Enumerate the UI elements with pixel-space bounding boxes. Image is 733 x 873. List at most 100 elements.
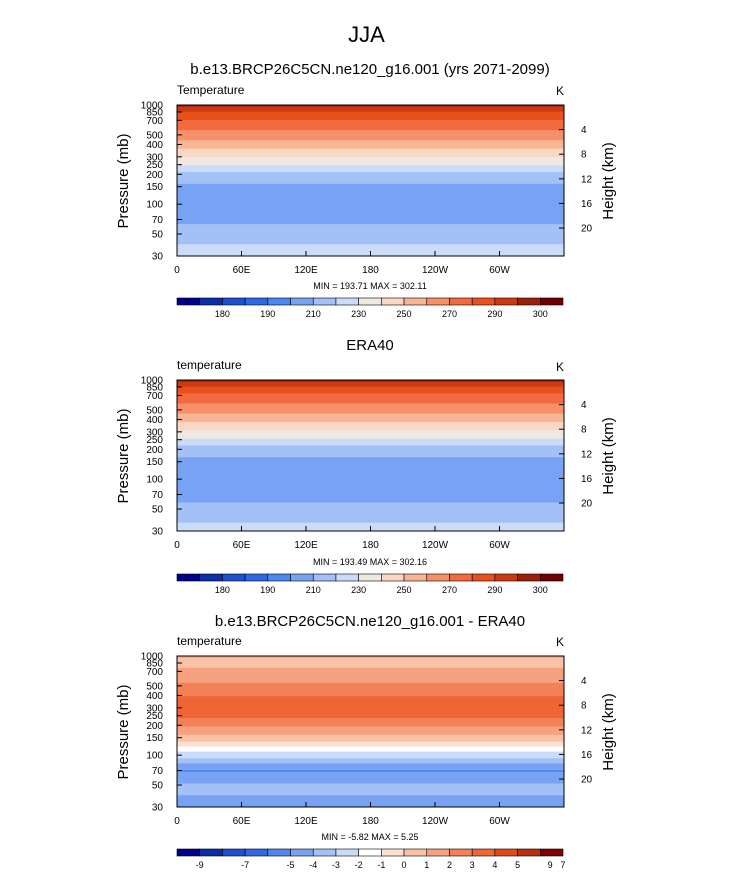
y-tick-label: 500: [146, 405, 163, 416]
y-tick-label: 700: [146, 116, 163, 127]
contour-band: [177, 773, 564, 776]
y-tick-label: 850: [146, 382, 163, 393]
contour-band: [177, 499, 564, 502]
contour-band: [177, 385, 564, 388]
y-tick-label: 250: [146, 160, 163, 171]
contour-band: [177, 193, 564, 197]
contour-band: [177, 200, 564, 203]
contour-band: [177, 212, 564, 215]
colorbar-swatch: [358, 573, 382, 582]
contour-band: [177, 657, 564, 660]
contour-band: [177, 187, 564, 190]
contour-band: [177, 708, 564, 711]
contour-band: [177, 760, 564, 763]
contour-band: [177, 140, 564, 143]
contour-band: [177, 165, 564, 168]
contour-band: [177, 138, 564, 141]
contour-band: [177, 692, 564, 696]
contour-band: [177, 520, 564, 524]
contour-band: [177, 656, 564, 659]
contour-band: [177, 492, 564, 495]
contour-band: [177, 477, 564, 480]
contour-band: [177, 190, 564, 193]
colorbar-swatch: [358, 848, 382, 857]
contour-band: [177, 519, 564, 522]
contour-band: [177, 155, 564, 158]
x-tick-label: 180: [362, 540, 379, 551]
colorbar-swatch: [222, 297, 246, 306]
contour-band: [177, 235, 564, 239]
contour-band: [177, 489, 564, 492]
units-label: K: [556, 84, 564, 98]
colorbar-swatch: [494, 573, 518, 582]
contour-band: [177, 736, 564, 739]
contour-band: [177, 207, 564, 210]
colorbar-swatch: [494, 297, 518, 306]
contour-band: [177, 433, 564, 436]
contour-band: [177, 666, 564, 669]
colorbar-swatch: [267, 848, 291, 857]
contour-band: [177, 215, 564, 219]
y-tick-label: 400: [146, 140, 163, 151]
contour-band: [177, 411, 564, 415]
panel-model: b.e13.BRCP26C5CN.ne120_g16.001 (yrs 2071…: [115, 61, 617, 319]
contour-band: [177, 457, 564, 460]
contour-band: [177, 748, 564, 751]
contour-band: [177, 679, 564, 682]
contour-band: [177, 671, 564, 674]
contour-band: [177, 426, 564, 430]
contour-band: [177, 758, 564, 761]
contour-band: [177, 145, 564, 148]
contour-band: [177, 524, 564, 527]
y-axis-label-right: Height (km): [600, 417, 617, 495]
contour-band: [177, 423, 564, 426]
contour-band: [177, 726, 564, 729]
colorbar-swatch: [449, 297, 473, 306]
colorbar-swatch: [403, 848, 428, 857]
y-tick-label: 700: [146, 667, 163, 678]
colorbar-swatch: [176, 573, 201, 582]
variable-label: Temperature: [177, 83, 245, 97]
contour-band: [177, 721, 564, 724]
y-tick-label: 50: [152, 781, 164, 792]
contour-band: [177, 425, 564, 428]
y-tick-label: 100: [146, 751, 163, 762]
contour-plot: [177, 105, 564, 256]
contour-band: [177, 120, 564, 123]
contour-band: [177, 696, 564, 699]
colorbar-label: 4: [492, 860, 497, 870]
contour-band: [177, 440, 564, 443]
contour-band: [177, 669, 564, 672]
x-tick-label: 120W: [422, 816, 449, 827]
colorbar-swatch: [176, 297, 201, 306]
contour-band: [177, 718, 564, 721]
panel-difference: b.e13.BRCP26C5CN.ne120_g16.001 - ERA40 t…: [115, 613, 617, 870]
contour-band: [177, 711, 564, 714]
contour-band: [177, 447, 564, 450]
contour-band: [177, 749, 564, 753]
colorbar: -9 -7 -5 -4 -3 -2 -1 0 1 2 3 4 5 79: [176, 848, 566, 870]
contour-band: [177, 510, 564, 514]
main-title: JJA: [348, 22, 385, 47]
colorbar-label: 230: [351, 585, 366, 595]
contour-band: [177, 790, 564, 793]
contour-band: [177, 188, 564, 192]
contour-band: [177, 494, 564, 497]
colorbar-swatch: [358, 297, 382, 306]
contour-band: [177, 420, 564, 423]
contour-band: [177, 395, 564, 398]
contour-band: [177, 135, 564, 138]
colorbar-swatch: [267, 297, 291, 306]
contour-band: [177, 217, 564, 220]
colorbar-swatch: [471, 573, 496, 582]
contour-band: [177, 517, 564, 520]
contour-band: [177, 728, 564, 731]
colorbar-label: 190: [260, 309, 275, 319]
contour-band: [177, 437, 564, 440]
contour-band: [177, 733, 564, 736]
colorbar-label: 300: [533, 585, 548, 595]
contour-band: [177, 709, 564, 712]
contour-band: [177, 694, 564, 697]
